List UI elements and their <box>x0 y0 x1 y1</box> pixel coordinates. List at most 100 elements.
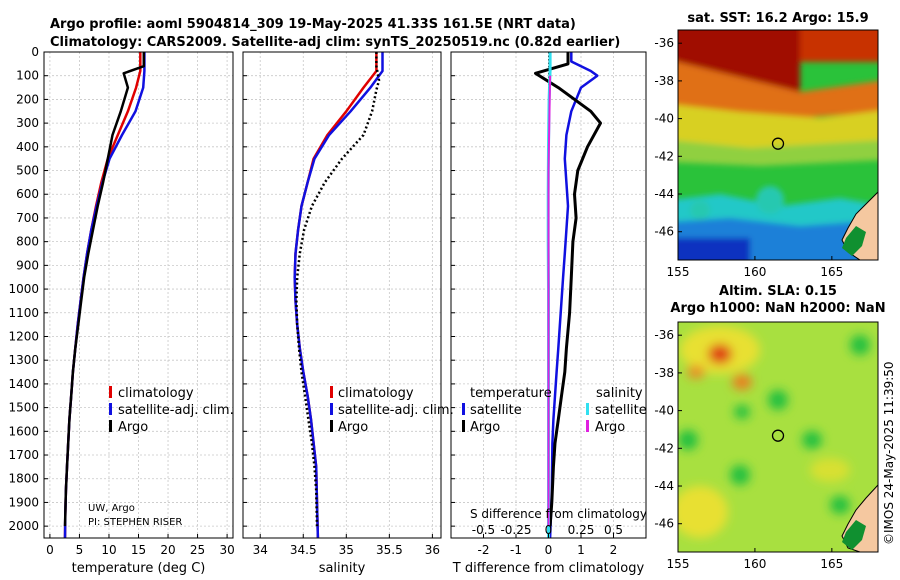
sla-coastal-green <box>842 520 866 550</box>
x-tick-label: 15 <box>131 543 146 557</box>
series-line-argo <box>63 52 146 527</box>
x-tick-label: 34.5 <box>290 543 317 557</box>
legend-label-argo: Argo <box>118 420 148 435</box>
series-line-argo <box>295 52 381 527</box>
map-y-tick-label: -40 <box>654 112 674 126</box>
x-axis-label: salinity <box>319 561 366 576</box>
figure-title-line2: Climatology: CARS2009. Satellite-adj cli… <box>50 35 620 50</box>
legend-difference: temperature salinity satellite Argo sate… <box>462 386 647 435</box>
legend-sal-title: salinity <box>596 386 643 401</box>
map-y-tick-label: -40 <box>654 404 674 418</box>
y-tick-label: 1600 <box>8 424 39 438</box>
sla-map-title-line2: Argo h1000: NaN h2000: NaN <box>670 301 885 316</box>
y-tick-label: 1100 <box>8 306 39 320</box>
top-tick-label: 0.25 <box>568 523 595 537</box>
legend-label-satellite: satellite-adj. clim. <box>118 403 234 418</box>
sla-green-eddy-2 <box>730 465 750 485</box>
sla-red-eddy <box>708 344 732 364</box>
series-line-temperature-argo <box>534 52 602 527</box>
y-tick-label: 900 <box>16 258 39 272</box>
salinity-panel: 34 34.5 35 35.5 36 salinity <box>242 51 442 576</box>
y-tick-label: 1500 <box>8 401 39 415</box>
sla-map <box>678 322 878 552</box>
top-tick-label: -0.25 <box>500 523 531 537</box>
legend-label-sal-satellite: satellite <box>595 403 647 418</box>
legend-label-sal-argo: Argo <box>595 420 625 435</box>
y-tick-label: 1900 <box>8 495 39 509</box>
x-tick-label: 5 <box>76 543 84 557</box>
legend-salinity: climatology satellite-adj. clim. Argo <box>330 386 454 435</box>
sst-cyan-eddy <box>756 186 784 214</box>
map-y-tick-label: -46 <box>654 517 674 531</box>
legend-swatch-satellite <box>330 403 333 415</box>
map-y-tick-label: -36 <box>654 36 674 50</box>
sla-green-eddy-3 <box>768 390 788 410</box>
credit-line1: UW, Argo <box>88 503 135 514</box>
y-tick-label: 2000 <box>8 519 39 533</box>
x-tick-label: 25 <box>190 543 205 557</box>
legend-swatch-climatology <box>330 386 333 398</box>
top-tick-label: -0.5 <box>472 523 495 537</box>
float-position-marker <box>771 137 785 150</box>
y-tick-label: 700 <box>16 211 39 225</box>
x-tick-label: 1 <box>577 543 585 557</box>
legend-swatch-temp-satellite <box>462 403 465 415</box>
plot-frame <box>242 51 442 539</box>
map-y-tick-label: -38 <box>654 74 674 88</box>
difference-panel: -2 -1 0 1 2 T difference from climatology S di… <box>450 51 647 576</box>
x-tick-label: 0 <box>545 543 553 557</box>
legend-label-satellite: satellite-adj. clim. <box>338 403 454 418</box>
legend-label-temp-argo: Argo <box>470 420 500 435</box>
series-line-salinity-argo <box>547 75 552 527</box>
sst-coastal-green <box>842 226 866 256</box>
legend-swatch-argo <box>109 420 112 432</box>
x-tick-label: 34 <box>253 543 268 557</box>
map-y-tick-label: -42 <box>654 149 674 163</box>
x-tick-label: 36 <box>425 543 440 557</box>
sst-cyan-eddy-2 <box>690 200 710 220</box>
map-x-tick-label: 165 <box>820 557 843 571</box>
map-y-tick-label: -38 <box>654 366 674 380</box>
top-tick-label: 0.5 <box>604 523 623 537</box>
map-x-tick-label: 155 <box>667 265 690 279</box>
legend-swatch-sal-argo <box>586 420 589 432</box>
top-tick-label: 0 <box>545 523 553 537</box>
map-y-tick-label: -42 <box>654 441 674 455</box>
sst-map-frame <box>677 29 879 261</box>
x-tick-label: 35 <box>339 543 354 557</box>
y-tick-label: 600 <box>16 187 39 201</box>
sla-map-title-line1: Altim. SLA: 0.15 <box>719 284 837 299</box>
legend-temp-title: temperature <box>470 386 552 401</box>
figure-title-line1: Argo profile: aoml 5904814_309 19-May-20… <box>50 17 576 32</box>
y-tick-label: 800 <box>16 235 39 249</box>
sst-deepblue-patch <box>678 238 750 260</box>
legend-label-climatology: climatology <box>118 386 194 401</box>
sst-map <box>678 30 878 260</box>
sla-map-frame <box>677 321 879 553</box>
credit-line2: PI: STEPHEN RISER <box>88 517 182 528</box>
legend-label-climatology: climatology <box>338 386 414 401</box>
float-position-marker <box>771 429 785 442</box>
map-y-tick-label: -44 <box>654 187 674 201</box>
sst-lightgreen-band <box>678 140 878 166</box>
y-tick-label: 1000 <box>8 282 39 296</box>
legend-label-argo: Argo <box>338 420 368 435</box>
map-x-tick-label: 165 <box>820 265 843 279</box>
y-tick-label: 1400 <box>8 377 39 391</box>
series-line-satellite-adj-clim- <box>293 52 384 539</box>
legend-label-temp-satellite: satellite <box>470 403 522 418</box>
y-tick-label: 1700 <box>8 448 39 462</box>
x-tick-label: 35.5 <box>376 543 403 557</box>
x-axis-label: T difference from climatology <box>452 561 645 576</box>
sla-green-eddy-5 <box>850 335 870 355</box>
series-line-temperature-satellite <box>548 52 599 539</box>
map-x-tick-label: 160 <box>743 557 766 571</box>
map-y-tick-label: -36 <box>654 328 674 342</box>
map-y-tick-label: -44 <box>654 479 674 493</box>
top-axis-label: S difference from climatology <box>470 507 647 521</box>
map-x-tick-label: 160 <box>743 265 766 279</box>
plot-area <box>243 52 441 538</box>
y-tick-label: 500 <box>16 164 39 178</box>
map-x-tick-label: 155 <box>667 557 690 571</box>
